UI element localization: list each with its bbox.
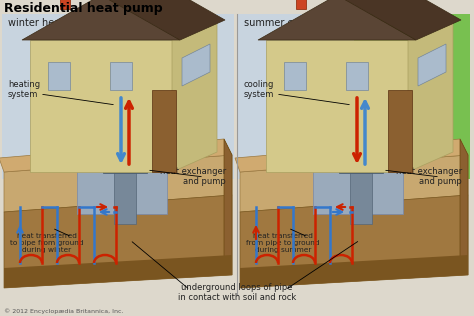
Polygon shape bbox=[4, 255, 232, 288]
Polygon shape bbox=[418, 44, 446, 86]
Text: winter heating: winter heating bbox=[8, 18, 79, 28]
Polygon shape bbox=[240, 155, 468, 212]
Bar bbox=[354, 14, 470, 179]
Text: underground loops of pipe
in contact with soil and rock: underground loops of pipe in contact wit… bbox=[178, 283, 296, 302]
Text: summer cooling: summer cooling bbox=[244, 18, 322, 28]
Polygon shape bbox=[110, 62, 132, 90]
Polygon shape bbox=[346, 62, 368, 90]
Polygon shape bbox=[388, 90, 412, 172]
Polygon shape bbox=[103, 156, 147, 173]
Text: heat transferred
from pipe to ground
during summer: heat transferred from pipe to ground dur… bbox=[246, 233, 319, 253]
Polygon shape bbox=[4, 195, 232, 288]
Polygon shape bbox=[48, 62, 70, 90]
Text: © 2012 Encyclopædia Britannica, Inc.: © 2012 Encyclopædia Britannica, Inc. bbox=[4, 308, 124, 314]
Text: heat transferred
to pipe from ground
during winter: heat transferred to pipe from ground dur… bbox=[10, 233, 83, 253]
Polygon shape bbox=[4, 155, 232, 212]
Polygon shape bbox=[182, 44, 210, 86]
Polygon shape bbox=[258, 0, 416, 40]
Text: cooling
system: cooling system bbox=[244, 80, 274, 100]
Text: heating
system: heating system bbox=[8, 80, 40, 100]
Polygon shape bbox=[22, 0, 180, 40]
Polygon shape bbox=[309, 160, 403, 168]
Polygon shape bbox=[224, 139, 232, 275]
Bar bbox=[238, 14, 354, 179]
Bar bbox=[2, 14, 234, 179]
Polygon shape bbox=[101, 0, 225, 40]
Polygon shape bbox=[337, 0, 461, 40]
Polygon shape bbox=[284, 62, 306, 90]
Text: heat exchanger
and pump: heat exchanger and pump bbox=[396, 167, 462, 186]
Polygon shape bbox=[235, 139, 468, 172]
Polygon shape bbox=[152, 90, 176, 172]
Text: Residential heat pump: Residential heat pump bbox=[4, 2, 163, 15]
Polygon shape bbox=[313, 168, 403, 214]
Polygon shape bbox=[0, 139, 232, 172]
Polygon shape bbox=[408, 20, 453, 172]
Polygon shape bbox=[460, 139, 468, 275]
Polygon shape bbox=[296, 0, 306, 9]
Polygon shape bbox=[339, 156, 383, 173]
Polygon shape bbox=[37, 123, 187, 172]
Polygon shape bbox=[240, 195, 468, 288]
Polygon shape bbox=[60, 0, 70, 9]
Polygon shape bbox=[266, 40, 408, 172]
Polygon shape bbox=[30, 40, 172, 172]
Text: heat exchanger
and pump: heat exchanger and pump bbox=[160, 167, 226, 186]
Polygon shape bbox=[350, 168, 372, 224]
Polygon shape bbox=[77, 168, 167, 214]
Polygon shape bbox=[240, 255, 468, 288]
Polygon shape bbox=[73, 160, 167, 168]
Polygon shape bbox=[114, 168, 136, 224]
Polygon shape bbox=[172, 20, 217, 172]
